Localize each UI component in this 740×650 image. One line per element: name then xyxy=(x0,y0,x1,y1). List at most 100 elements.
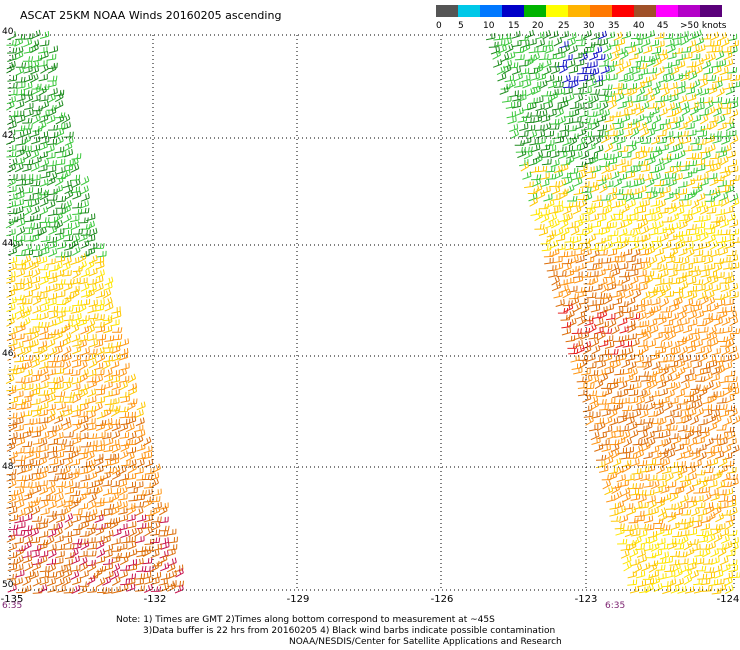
wind-barb xyxy=(636,206,646,214)
wind-barb xyxy=(30,550,40,559)
wind-barb xyxy=(546,144,557,153)
wind-barb xyxy=(685,305,695,314)
wind-barb xyxy=(497,72,507,82)
wind-barb xyxy=(622,555,632,565)
wind-barb xyxy=(593,80,604,88)
wind-barb xyxy=(96,577,106,588)
wind-barb xyxy=(599,320,609,329)
wind-barb xyxy=(86,550,97,557)
wind-barb xyxy=(6,501,16,509)
wind-barb xyxy=(69,499,79,510)
wind-barb xyxy=(535,31,545,40)
wind-barb xyxy=(615,256,626,263)
wind-barb xyxy=(629,429,639,439)
wind-barb xyxy=(647,474,658,481)
wind-barb xyxy=(654,180,665,187)
wind-barb xyxy=(711,366,721,376)
wind-barb xyxy=(617,101,627,109)
wind-barb xyxy=(657,288,666,299)
wind-barb xyxy=(554,227,564,237)
wind-barb xyxy=(32,369,42,377)
wind-barb xyxy=(692,515,703,523)
wind-barb xyxy=(662,241,672,250)
wind-barb xyxy=(86,433,98,439)
wind-barb xyxy=(38,539,49,546)
wind-barb xyxy=(531,144,541,153)
wind-barb xyxy=(682,209,693,216)
wind-barb xyxy=(6,275,16,284)
wind-barb xyxy=(725,394,735,404)
wind-barb xyxy=(577,316,587,327)
wind-barb xyxy=(150,496,161,503)
wind-barb xyxy=(688,437,698,447)
wind-barb xyxy=(635,262,645,271)
wind-barb xyxy=(32,192,42,201)
wind-barb xyxy=(70,570,80,580)
wind-barb xyxy=(7,412,18,419)
wind-barb xyxy=(46,200,56,210)
wind-barb xyxy=(536,190,546,200)
wind-barb xyxy=(118,486,128,496)
wind-barb xyxy=(32,105,43,112)
wind-barb xyxy=(655,564,666,571)
wind-barb xyxy=(537,46,547,53)
wind-barb xyxy=(611,290,621,298)
wind-barb xyxy=(583,192,593,202)
wind-barb xyxy=(622,87,632,96)
wind-barb xyxy=(522,171,532,180)
wind-barb xyxy=(716,365,726,375)
wind-barb xyxy=(721,290,732,300)
wind-barb xyxy=(693,279,704,285)
wind-barb xyxy=(78,502,89,510)
wind-barb xyxy=(619,334,630,342)
wind-barb xyxy=(643,331,652,342)
wind-barb xyxy=(586,362,597,369)
wind-barb xyxy=(683,540,693,551)
wind-barb xyxy=(584,68,595,75)
wind-barb xyxy=(7,185,17,193)
wind-barb xyxy=(623,218,633,228)
wind-barb xyxy=(586,390,598,397)
wind-barb xyxy=(722,354,733,363)
wind-barb xyxy=(612,280,624,286)
wind-barb xyxy=(648,318,658,328)
wind-barb xyxy=(532,115,542,123)
wind-barb xyxy=(38,456,48,466)
wind-barb xyxy=(677,337,687,347)
wind-barb xyxy=(612,390,622,399)
wind-barb xyxy=(668,145,678,154)
wind-barb xyxy=(514,140,525,146)
legend-swatch xyxy=(700,5,722,17)
wind-barb xyxy=(670,340,680,350)
wind-barb xyxy=(103,316,113,326)
wind-barb xyxy=(559,30,569,39)
wind-barb xyxy=(705,263,716,271)
wind-barb xyxy=(630,127,640,138)
wind-barb xyxy=(610,516,622,522)
wind-barb xyxy=(695,222,706,229)
wind-barb xyxy=(638,523,650,530)
wind-barb xyxy=(144,538,155,545)
wind-barb xyxy=(665,409,675,418)
wind-barb xyxy=(618,380,628,390)
wind-barb xyxy=(627,541,637,551)
wind-barb xyxy=(649,325,659,334)
wind-barb xyxy=(727,67,738,74)
wind-barb xyxy=(150,478,159,488)
wind-barb xyxy=(673,568,683,578)
wind-barb xyxy=(643,45,653,54)
wind-barb xyxy=(15,191,25,200)
wind-barb xyxy=(591,102,601,111)
wind-barb xyxy=(588,424,599,432)
wind-barb xyxy=(38,141,48,151)
wind-barb xyxy=(680,72,690,82)
wind-barb xyxy=(649,390,660,398)
wind-barb xyxy=(62,505,72,516)
wind-barb xyxy=(63,472,73,481)
wind-barb xyxy=(572,302,582,313)
wind-barb xyxy=(703,467,714,474)
wind-barb xyxy=(30,459,41,467)
wind-barb xyxy=(95,439,105,448)
wind-barb xyxy=(668,205,678,215)
wind-barb xyxy=(16,179,27,186)
